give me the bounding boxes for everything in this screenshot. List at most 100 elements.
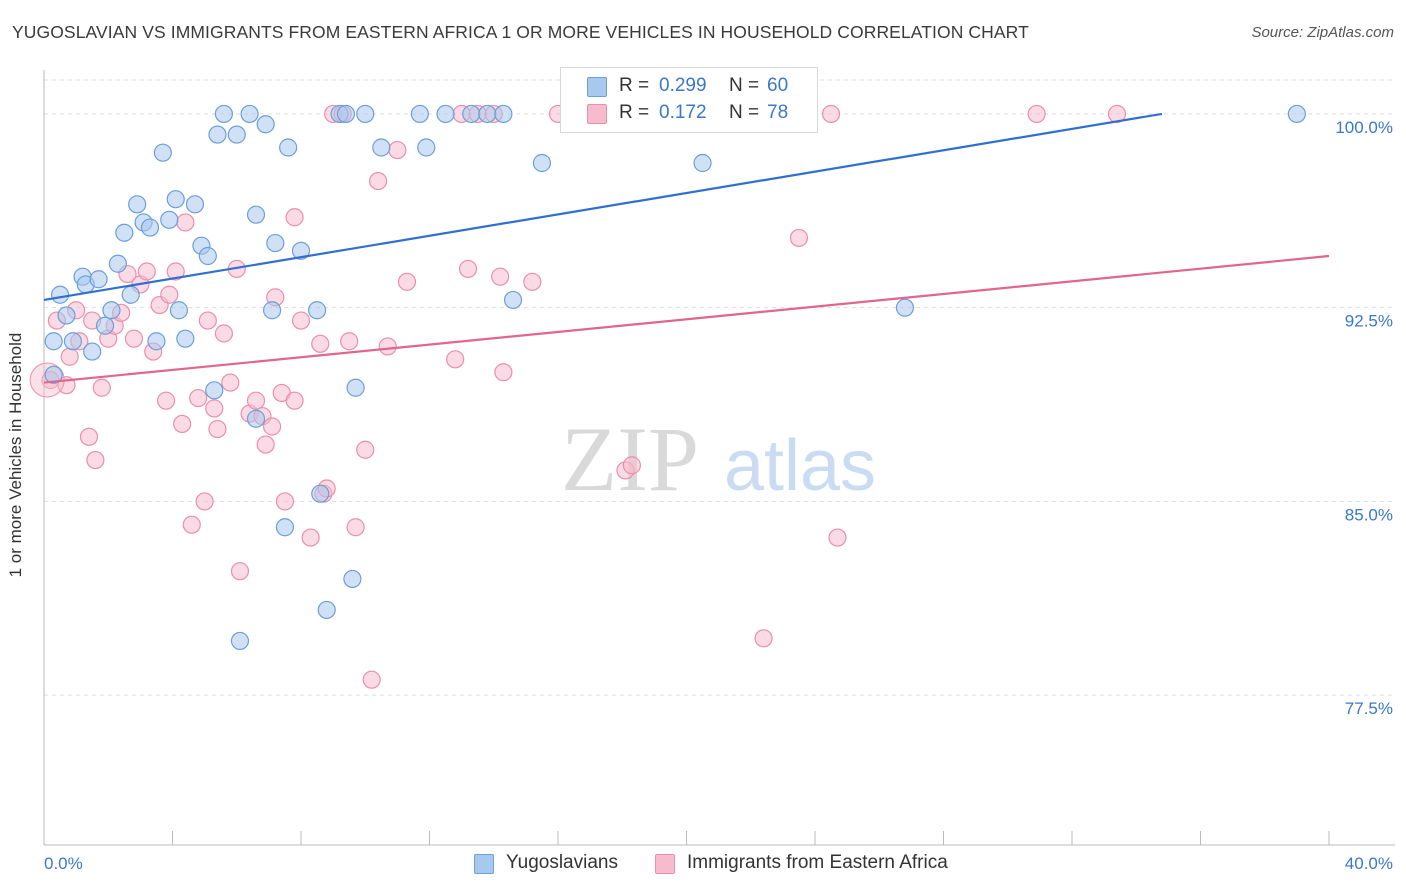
yugoslavian-point [291, 241, 311, 260]
eastern-africa-point [446, 350, 465, 369]
gridlines [44, 79, 1395, 696]
series-eastern-africa-points [29, 104, 1127, 689]
trend-lines [43, 112, 1330, 384]
yugoslavian-point [128, 195, 147, 214]
n-label: N = [729, 102, 760, 123]
yugoslavian-point [246, 409, 266, 428]
yugoslavian-point [503, 290, 523, 310]
trend-line-yugoslavians [43, 112, 1163, 302]
yugoslavian-point [198, 246, 217, 266]
eastern-africa-point [1027, 104, 1046, 124]
eastern-africa-point [346, 518, 365, 537]
yugoslavian-point [246, 205, 266, 224]
eastern-africa-point [262, 417, 282, 436]
eastern-africa-point [156, 391, 176, 410]
eastern-africa-point [124, 329, 144, 348]
yugoslavian-point [462, 104, 481, 124]
yugoslavian-point [115, 223, 134, 242]
eastern-africa-point [828, 528, 847, 547]
eastern-africa-point [397, 272, 417, 291]
yugoslavian-point [57, 306, 76, 325]
eastern-africa-point [362, 670, 381, 689]
r-value: 0.299 [659, 75, 707, 96]
eastern-africa-point [789, 228, 809, 248]
legend-swatch-blue [474, 854, 494, 874]
eastern-africa-point [208, 419, 227, 439]
eastern-africa-point [205, 399, 224, 418]
eastern-africa-point [494, 363, 513, 382]
eastern-africa-point [214, 324, 233, 343]
eastern-africa-point [79, 427, 99, 446]
y-tick-labels: 77.5% 85.0% 92.5% 100.0% [1335, 118, 1393, 718]
legend-swatch-pink [587, 104, 607, 124]
eastern-africa-point [173, 414, 192, 434]
axes [43, 70, 1395, 846]
yugoslavian-point [176, 329, 195, 348]
eastern-africa-point [291, 311, 311, 330]
legend-swatch-pink [655, 854, 675, 874]
yugoslavian-point [372, 138, 391, 157]
eastern-africa-point [388, 140, 407, 160]
eastern-africa-point [92, 378, 111, 397]
trend-line-eastern-africa [43, 254, 1330, 384]
yugoslavian-point [44, 332, 63, 351]
yugoslavian-point [317, 600, 336, 620]
yugoslavian-point [336, 104, 356, 124]
eastern-africa-point [137, 262, 156, 281]
yugoslavian-point [494, 104, 513, 124]
yugoslavian-point [44, 365, 63, 384]
yugoslavian-point [185, 195, 205, 214]
eastern-africa-point [60, 347, 79, 366]
x-tick-label-min: 0.0% [44, 854, 83, 873]
yugoslavian-point [311, 484, 330, 503]
yugoslavian-point [147, 332, 166, 351]
yugoslavian-point [83, 342, 102, 361]
eastern-africa-point [198, 311, 217, 330]
yugoslavian-point [169, 301, 189, 320]
eastern-africa-point [246, 391, 266, 410]
legend-label: Yugoslavians [506, 852, 618, 873]
yugoslavian-point [240, 104, 259, 124]
yugoslavian-point [417, 138, 436, 157]
yugoslavian-point [262, 301, 282, 320]
yugoslavian-point [346, 378, 365, 397]
yugoslavian-point [63, 332, 83, 351]
yugoslavian-point [693, 153, 712, 173]
legend-swatch-blue [587, 77, 607, 97]
yugoslavian-point [89, 270, 108, 289]
yugoslavian-point [895, 298, 915, 317]
yugoslavian-point [275, 518, 295, 537]
yugoslavian-point [227, 125, 246, 144]
eastern-africa-point [340, 332, 359, 351]
eastern-africa-point [301, 528, 320, 547]
y-axis-label: 1 or more Vehicles in Household [6, 332, 25, 578]
yugoslavian-point [343, 569, 362, 589]
yugoslavian-point [140, 218, 160, 237]
legend-label: Immigrants from Eastern Africa [687, 852, 948, 873]
r-label: R = [619, 75, 650, 96]
yugoslavian-point [208, 125, 227, 144]
yugoslavian-point [102, 301, 121, 320]
eastern-africa-point [285, 208, 304, 227]
eastern-africa-point [285, 391, 304, 410]
eastern-africa-point [491, 267, 510, 286]
eastern-africa-point [754, 629, 773, 648]
eastern-africa-point [458, 259, 478, 279]
source-label: Source: ZipAtlas.com [1251, 24, 1394, 41]
yugoslavian-point [1287, 104, 1306, 124]
eastern-africa-point [86, 450, 105, 470]
yugoslavian-point [436, 104, 455, 124]
yugoslavian-point [214, 104, 233, 124]
eastern-africa-point [256, 435, 275, 454]
series-yugoslavians-points [44, 104, 1306, 651]
stats-legend: R = 0.299 N = 60 R = 0.172 N = 78 [560, 67, 818, 133]
watermark-atlas: atlas [724, 426, 876, 506]
eastern-africa-point [166, 262, 185, 281]
yugoslavian-point [356, 104, 375, 124]
eastern-africa-point [622, 456, 641, 475]
yugoslavian-point [410, 104, 429, 124]
yugoslavian-point [50, 285, 70, 304]
n-value: 78 [767, 102, 789, 123]
eastern-africa-point [182, 515, 201, 534]
yugoslavian-point [478, 104, 497, 124]
